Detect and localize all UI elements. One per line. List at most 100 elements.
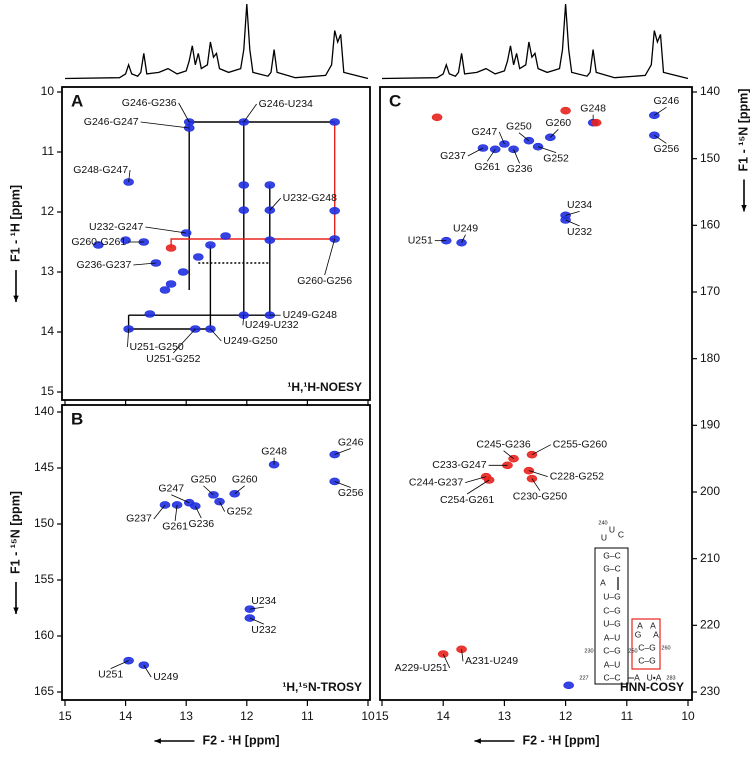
inset-black-box [594, 547, 629, 685]
inset-text: G–C [603, 563, 620, 573]
peak-label: U232 [251, 624, 276, 636]
inset-text: 283 [666, 675, 675, 681]
inset-text: C–C [603, 672, 620, 682]
peak-label: U232-G248 [283, 192, 337, 204]
inset-text: A [650, 620, 656, 630]
peak-label: G236-G237 [76, 259, 131, 271]
inset-text: 250 [628, 648, 637, 654]
leader-line [203, 485, 214, 496]
y-tick-label: 210 [700, 551, 720, 565]
leader-line [145, 226, 187, 234]
y-tick-label: 220 [700, 618, 720, 632]
inset-text: G [635, 629, 642, 639]
peak-label: U234 [251, 595, 276, 607]
peak-label: A229-U251 [395, 662, 448, 674]
y-tick-label: 150 [34, 516, 54, 530]
peak-label: U251 [98, 668, 123, 680]
peak-label: G250 [506, 120, 532, 132]
leader-line [654, 135, 667, 144]
inset-text: A [600, 577, 606, 587]
peak [329, 118, 340, 126]
peak [120, 236, 131, 244]
leader-line [127, 328, 130, 348]
leader-line [531, 444, 551, 456]
peak [238, 181, 250, 189]
inset-text: U–G [603, 591, 620, 601]
peak-label: U251-G250 [129, 341, 183, 353]
peak-label: G236 [507, 163, 533, 175]
peak-label: G261 [162, 521, 188, 533]
peak-label: G250 [191, 474, 217, 486]
inset-text: U•A [647, 672, 662, 682]
y-tick-label: 190 [700, 418, 720, 432]
inset-text: C–G [638, 655, 655, 665]
leader-line [334, 448, 351, 455]
x-axis-title: F2 - ¹H [ppm] [202, 733, 279, 747]
leader-line [537, 146, 557, 154]
peak-label: U249-G250 [223, 335, 277, 347]
leader-line [518, 132, 530, 141]
peak [220, 232, 231, 240]
leader-line [528, 470, 548, 478]
y-axis-title: F1 - ¹⁵N [ppm] [8, 491, 22, 574]
peak-label: G256 [338, 487, 364, 499]
panel-frame [379, 86, 693, 701]
peak-label: G246-G236 [122, 97, 177, 109]
y-tick-label: 12 [41, 204, 55, 218]
leader-line [174, 504, 178, 522]
peak-label: G237 [440, 150, 466, 162]
leader-line [243, 103, 257, 123]
leader-line [334, 481, 351, 488]
leader-line [498, 131, 505, 145]
experiment-label: ¹H,¹⁵N-TROSY [282, 680, 362, 694]
peak-label: G248-G247 [73, 164, 128, 176]
peak-label: G261 [474, 161, 500, 173]
leader-line [565, 219, 580, 227]
axis-arrowhead [741, 205, 747, 212]
peak-label: C228-G252 [550, 470, 604, 482]
y-tick-label: 230 [700, 684, 720, 698]
leader-line [234, 485, 245, 495]
y-tick-label: 140 [700, 84, 720, 98]
leader-line [249, 606, 264, 610]
peak-label: C244-G237 [409, 476, 463, 488]
leader-line [654, 107, 667, 116]
panel-frame [61, 86, 371, 401]
spectrum-trace [64, 3, 369, 80]
x-tick-label: 13 [498, 709, 512, 723]
inset-text: U–G [603, 618, 620, 628]
peak-label: G247 [472, 126, 498, 138]
peak-label: G236 [188, 518, 214, 530]
inset-text: U [601, 532, 607, 542]
peak-label: G248 [580, 102, 606, 114]
x-axis-title: F2 - ¹H [ppm] [522, 733, 599, 747]
peak-label: G260-G256 [297, 275, 352, 287]
leader-line [550, 129, 559, 138]
peak [563, 681, 574, 690]
peak-label: G248 [261, 445, 287, 457]
inset-text: A [634, 672, 640, 682]
peak-label: G256 [653, 143, 679, 155]
leader-line [324, 238, 336, 276]
inset-text: C–G [603, 645, 620, 655]
leader-line [461, 234, 466, 243]
inset-text: C–G [603, 605, 620, 615]
axis-arrowhead [13, 607, 19, 614]
peak-label: G260-G261 [71, 236, 126, 248]
leader-line [153, 504, 166, 520]
inset-text: 240 [598, 520, 607, 526]
panel-letter: B [71, 409, 83, 428]
x-tick-label: 10 [681, 709, 695, 723]
peak [177, 268, 189, 276]
peak-label: U249-G248 [283, 309, 337, 321]
peak [264, 236, 276, 244]
inset-text: A [653, 629, 659, 639]
axis-arrowhead [13, 295, 19, 303]
x-tick-label: 14 [119, 709, 133, 723]
x-tick-label: 15 [58, 709, 72, 723]
peak [590, 118, 602, 127]
inset-text: A–U [604, 632, 621, 642]
peak-label: G246-U234 [259, 98, 313, 110]
y-tick-label: 15 [41, 384, 55, 398]
peak [165, 280, 177, 288]
